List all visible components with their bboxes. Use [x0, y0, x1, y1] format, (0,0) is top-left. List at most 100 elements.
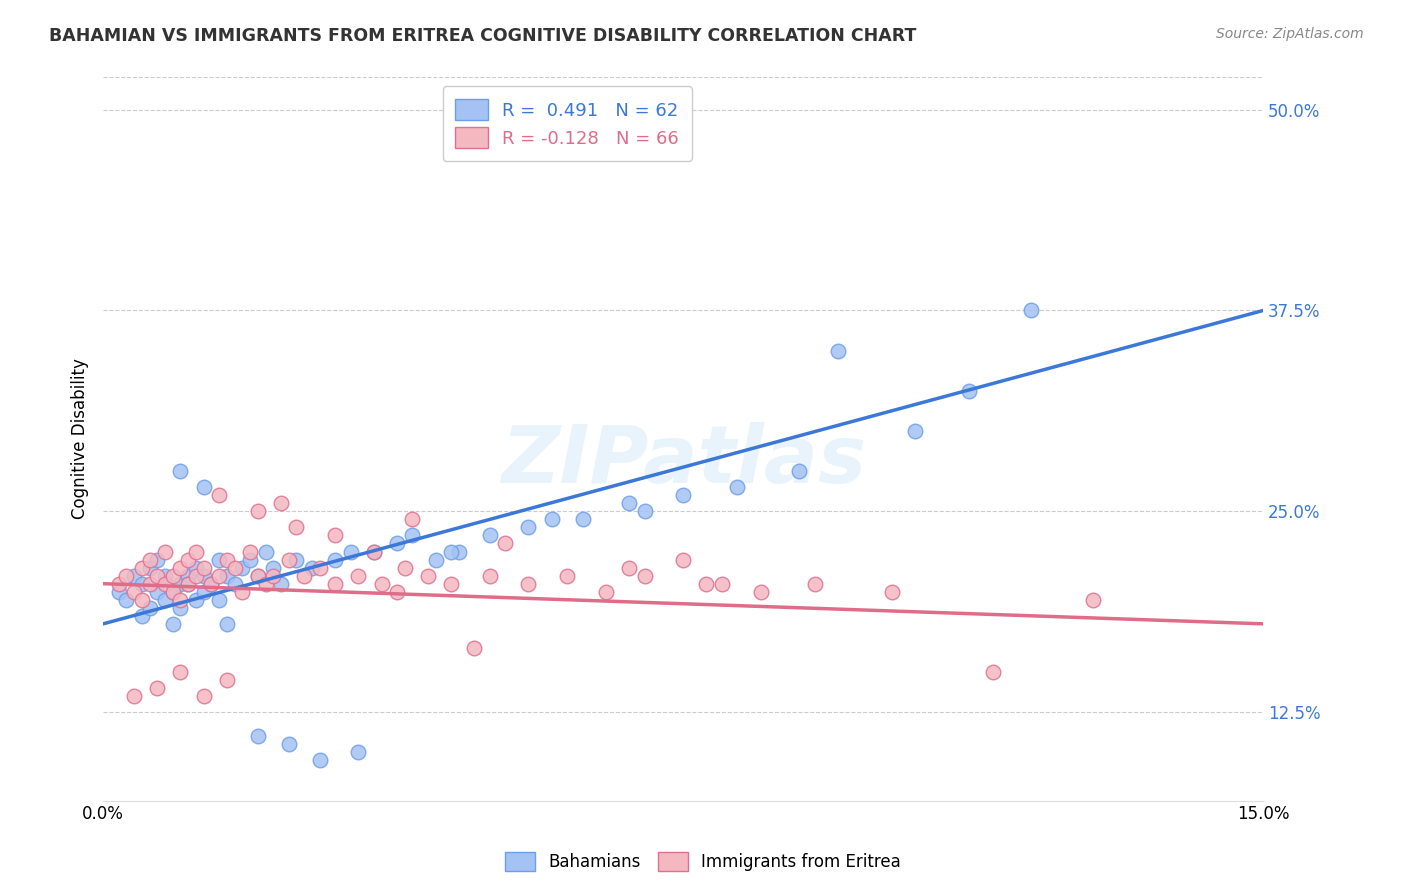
- Point: [270, 576, 292, 591]
- Point: [146, 681, 169, 695]
- Point: [200, 576, 222, 591]
- Point: [425, 552, 447, 566]
- Point: [169, 600, 191, 615]
- Point: [571, 512, 593, 526]
- Point: [162, 584, 184, 599]
- Point: [138, 552, 160, 566]
- Point: [193, 689, 215, 703]
- Point: [193, 480, 215, 494]
- Y-axis label: Cognitive Disability: Cognitive Disability: [72, 359, 89, 519]
- Point: [363, 544, 385, 558]
- Point: [184, 544, 207, 558]
- Point: [270, 496, 292, 510]
- Point: [184, 592, 207, 607]
- Point: [246, 729, 269, 743]
- Point: [224, 576, 246, 591]
- Point: [200, 576, 222, 591]
- Point: [169, 560, 191, 574]
- Point: [880, 584, 903, 599]
- Point: [617, 496, 640, 510]
- Point: [193, 568, 215, 582]
- Point: [904, 424, 927, 438]
- Text: BAHAMIAN VS IMMIGRANTS FROM ERITREA COGNITIVE DISABILITY CORRELATION CHART: BAHAMIAN VS IMMIGRANTS FROM ERITREA COGN…: [49, 27, 917, 45]
- Point: [595, 584, 617, 599]
- Point: [981, 665, 1004, 679]
- Point: [695, 576, 717, 591]
- Point: [494, 536, 516, 550]
- Point: [347, 568, 370, 582]
- Point: [169, 665, 191, 679]
- Point: [215, 552, 238, 566]
- Point: [323, 576, 346, 591]
- Point: [555, 568, 578, 582]
- Point: [725, 480, 748, 494]
- Point: [416, 568, 439, 582]
- Point: [153, 576, 176, 591]
- Point: [517, 520, 540, 534]
- Point: [177, 568, 200, 582]
- Point: [401, 512, 423, 526]
- Point: [193, 560, 215, 574]
- Point: [169, 576, 191, 591]
- Point: [215, 673, 238, 687]
- Point: [710, 576, 733, 591]
- Point: [169, 592, 191, 607]
- Point: [193, 584, 215, 599]
- Point: [633, 504, 655, 518]
- Point: [463, 640, 485, 655]
- Point: [633, 568, 655, 582]
- Point: [308, 754, 330, 768]
- Point: [131, 608, 153, 623]
- Point: [162, 584, 184, 599]
- Point: [478, 568, 501, 582]
- Point: [323, 528, 346, 542]
- Point: [262, 560, 284, 574]
- Point: [246, 568, 269, 582]
- Point: [285, 552, 308, 566]
- Point: [301, 560, 323, 574]
- Point: [957, 384, 980, 398]
- Point: [540, 512, 562, 526]
- Point: [153, 592, 176, 607]
- Point: [122, 689, 145, 703]
- Point: [277, 552, 299, 566]
- Point: [394, 560, 416, 574]
- Point: [617, 560, 640, 574]
- Point: [277, 737, 299, 751]
- Point: [184, 560, 207, 574]
- Point: [122, 584, 145, 599]
- Point: [153, 568, 176, 582]
- Point: [131, 576, 153, 591]
- Point: [363, 544, 385, 558]
- Point: [440, 576, 463, 591]
- Point: [224, 560, 246, 574]
- Point: [285, 520, 308, 534]
- Point: [401, 528, 423, 542]
- Point: [672, 488, 695, 502]
- Point: [131, 560, 153, 574]
- Point: [447, 544, 470, 558]
- Point: [672, 552, 695, 566]
- Point: [215, 616, 238, 631]
- Point: [262, 568, 284, 582]
- Point: [231, 584, 253, 599]
- Point: [146, 584, 169, 599]
- Point: [208, 552, 231, 566]
- Legend: R =  0.491   N = 62, R = -0.128   N = 66: R = 0.491 N = 62, R = -0.128 N = 66: [443, 87, 692, 161]
- Point: [146, 568, 169, 582]
- Point: [231, 560, 253, 574]
- Point: [208, 592, 231, 607]
- Point: [239, 544, 262, 558]
- Point: [246, 568, 269, 582]
- Point: [308, 560, 330, 574]
- Point: [138, 576, 160, 591]
- Point: [162, 616, 184, 631]
- Point: [339, 544, 361, 558]
- Point: [440, 544, 463, 558]
- Point: [169, 464, 191, 478]
- Point: [292, 568, 315, 582]
- Point: [1081, 592, 1104, 607]
- Point: [131, 592, 153, 607]
- Point: [478, 528, 501, 542]
- Point: [254, 576, 277, 591]
